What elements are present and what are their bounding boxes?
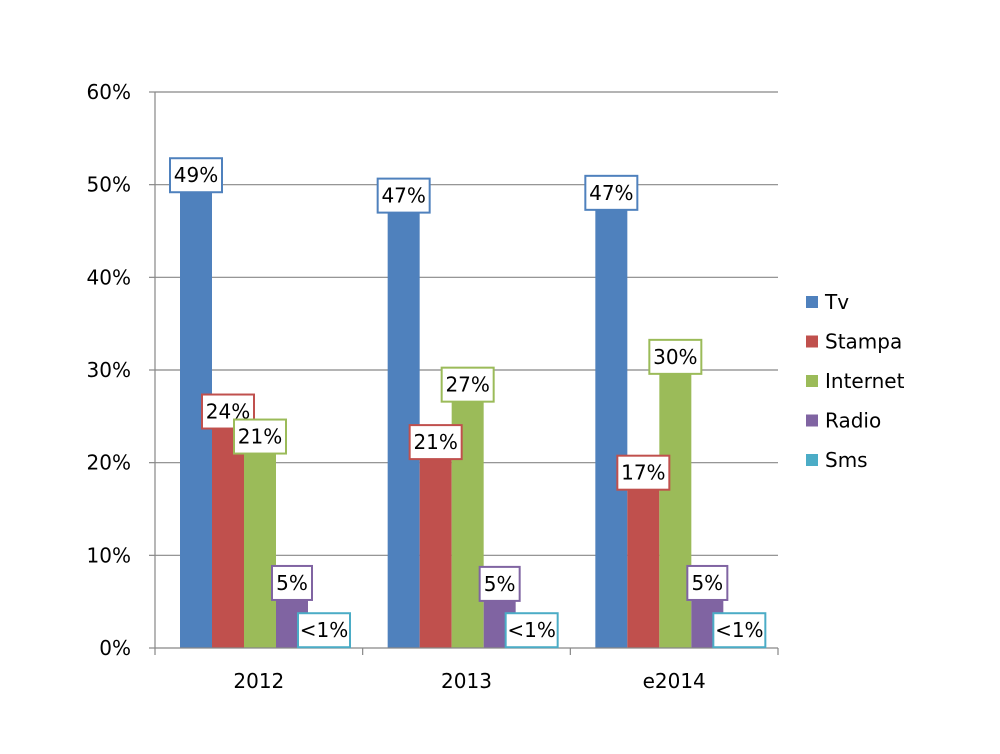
y-tick-label: 50% — [87, 173, 131, 197]
data-label-text: 17% — [621, 461, 665, 485]
data-label-internet: 30% — [648, 338, 703, 375]
legend-item-sms: Sms — [806, 448, 868, 472]
data-label-box — [169, 157, 223, 194]
x-tick-label: 2012 — [233, 669, 284, 693]
legend-swatch — [806, 335, 818, 348]
y-tick-label: 60% — [87, 80, 131, 104]
data-label-text: 21% — [238, 425, 282, 449]
data-labels: 49%24%21%5%<1%47%21%27%5%<1%47%17%30%5%<… — [169, 157, 767, 649]
legend-swatch — [806, 296, 818, 308]
data-label-box — [648, 338, 703, 375]
data-label-box — [478, 565, 521, 602]
x-tick-label: 2013 — [441, 669, 492, 693]
data-label-sms: <1% — [712, 612, 767, 649]
data-label-stampa: 21% — [408, 424, 463, 461]
y-tick-label: 0% — [99, 636, 131, 660]
legend-swatch — [806, 414, 818, 427]
data-label-internet: 21% — [233, 418, 287, 455]
legend: Tv Stampa Internet Radio Sms — [806, 290, 905, 472]
data-label-text: 5% — [276, 571, 308, 595]
bar-internet — [244, 451, 276, 648]
x-tick-label: e2014 — [643, 669, 706, 693]
legend-item-tv: Tv — [806, 290, 849, 314]
data-label-box — [686, 564, 729, 601]
data-label-text: <1% — [715, 618, 764, 642]
legend-swatch — [806, 375, 818, 387]
data-label-box — [440, 366, 495, 403]
data-label-radio: 5% — [271, 564, 313, 601]
data-label-text: 49% — [174, 163, 218, 187]
data-label-box — [616, 454, 671, 491]
data-label-text: 47% — [589, 181, 633, 205]
legend-label: Stampa — [825, 330, 902, 354]
data-label-box — [297, 612, 351, 649]
legend-item-stampa: Stampa — [806, 330, 902, 354]
data-label-text: 5% — [691, 571, 723, 595]
legend-label: Internet — [825, 369, 905, 393]
data-label-box — [584, 174, 639, 211]
data-label-radio: 5% — [478, 565, 521, 602]
data-label-radio: 5% — [686, 564, 729, 601]
data-label-text: 30% — [653, 345, 697, 369]
y-tick-label: 40% — [87, 265, 131, 289]
data-label-text: 27% — [445, 373, 489, 397]
legend-item-radio: Radio — [806, 409, 881, 433]
legend-label: Tv — [824, 290, 849, 314]
data-label-box — [504, 612, 559, 649]
legend-swatch — [806, 454, 818, 466]
data-label-stampa: 17% — [616, 454, 671, 491]
axes: 0% 10% 20% 30% 40% 50% 60% 2012 2013 e2014 — [87, 80, 779, 693]
data-label-sms: <1% — [297, 612, 351, 649]
bar-stampa — [212, 426, 244, 648]
bar-internet — [659, 371, 692, 648]
data-label-text: <1% — [300, 618, 349, 642]
legend-label: Radio — [825, 409, 881, 433]
data-label-text: 47% — [381, 184, 425, 208]
data-label-box — [408, 424, 463, 461]
data-label-internet: 27% — [440, 366, 495, 403]
data-label-tv: 49% — [169, 157, 223, 194]
bar-stampa — [419, 457, 452, 648]
data-label-tv: 47% — [584, 174, 639, 211]
data-label-box — [233, 418, 287, 455]
data-label-text: 21% — [413, 430, 457, 454]
legend-label: Sms — [825, 448, 868, 472]
data-label-box — [376, 177, 431, 214]
data-label-text: <1% — [507, 618, 556, 642]
bar-stampa — [627, 487, 660, 648]
data-label-text: 5% — [484, 572, 516, 596]
y-tick-label: 30% — [87, 358, 131, 382]
y-tick-label: 20% — [87, 451, 131, 475]
data-label-tv: 47% — [376, 177, 431, 214]
data-label-box — [712, 612, 767, 649]
legend-item-internet: Internet — [806, 369, 905, 393]
y-tick-label: 10% — [87, 543, 131, 567]
data-label-box — [271, 564, 313, 601]
data-label-sms: <1% — [504, 612, 559, 649]
bar-tv — [595, 207, 628, 649]
